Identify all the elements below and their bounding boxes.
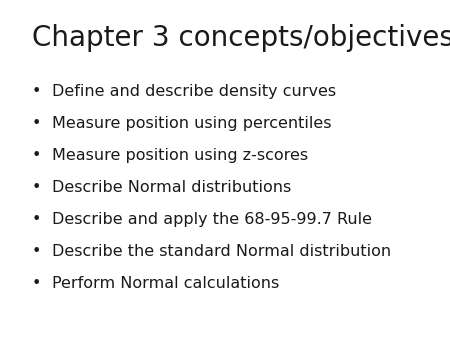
Text: •: • bbox=[32, 148, 41, 163]
Text: Describe Normal distributions: Describe Normal distributions bbox=[52, 180, 291, 195]
Text: Chapter 3 concepts/objectives: Chapter 3 concepts/objectives bbox=[32, 24, 450, 52]
Text: Measure position using z-scores: Measure position using z-scores bbox=[52, 148, 308, 163]
Text: •: • bbox=[32, 116, 41, 131]
Text: Perform Normal calculations: Perform Normal calculations bbox=[52, 276, 279, 291]
Text: •: • bbox=[32, 276, 41, 291]
Text: •: • bbox=[32, 244, 41, 259]
Text: •: • bbox=[32, 84, 41, 99]
Text: •: • bbox=[32, 180, 41, 195]
Text: Describe and apply the 68-95-99.7 Rule: Describe and apply the 68-95-99.7 Rule bbox=[52, 212, 372, 227]
Text: Measure position using percentiles: Measure position using percentiles bbox=[52, 116, 331, 131]
Text: Define and describe density curves: Define and describe density curves bbox=[52, 84, 336, 99]
Text: •: • bbox=[32, 212, 41, 227]
Text: Describe the standard Normal distribution: Describe the standard Normal distributio… bbox=[52, 244, 391, 259]
